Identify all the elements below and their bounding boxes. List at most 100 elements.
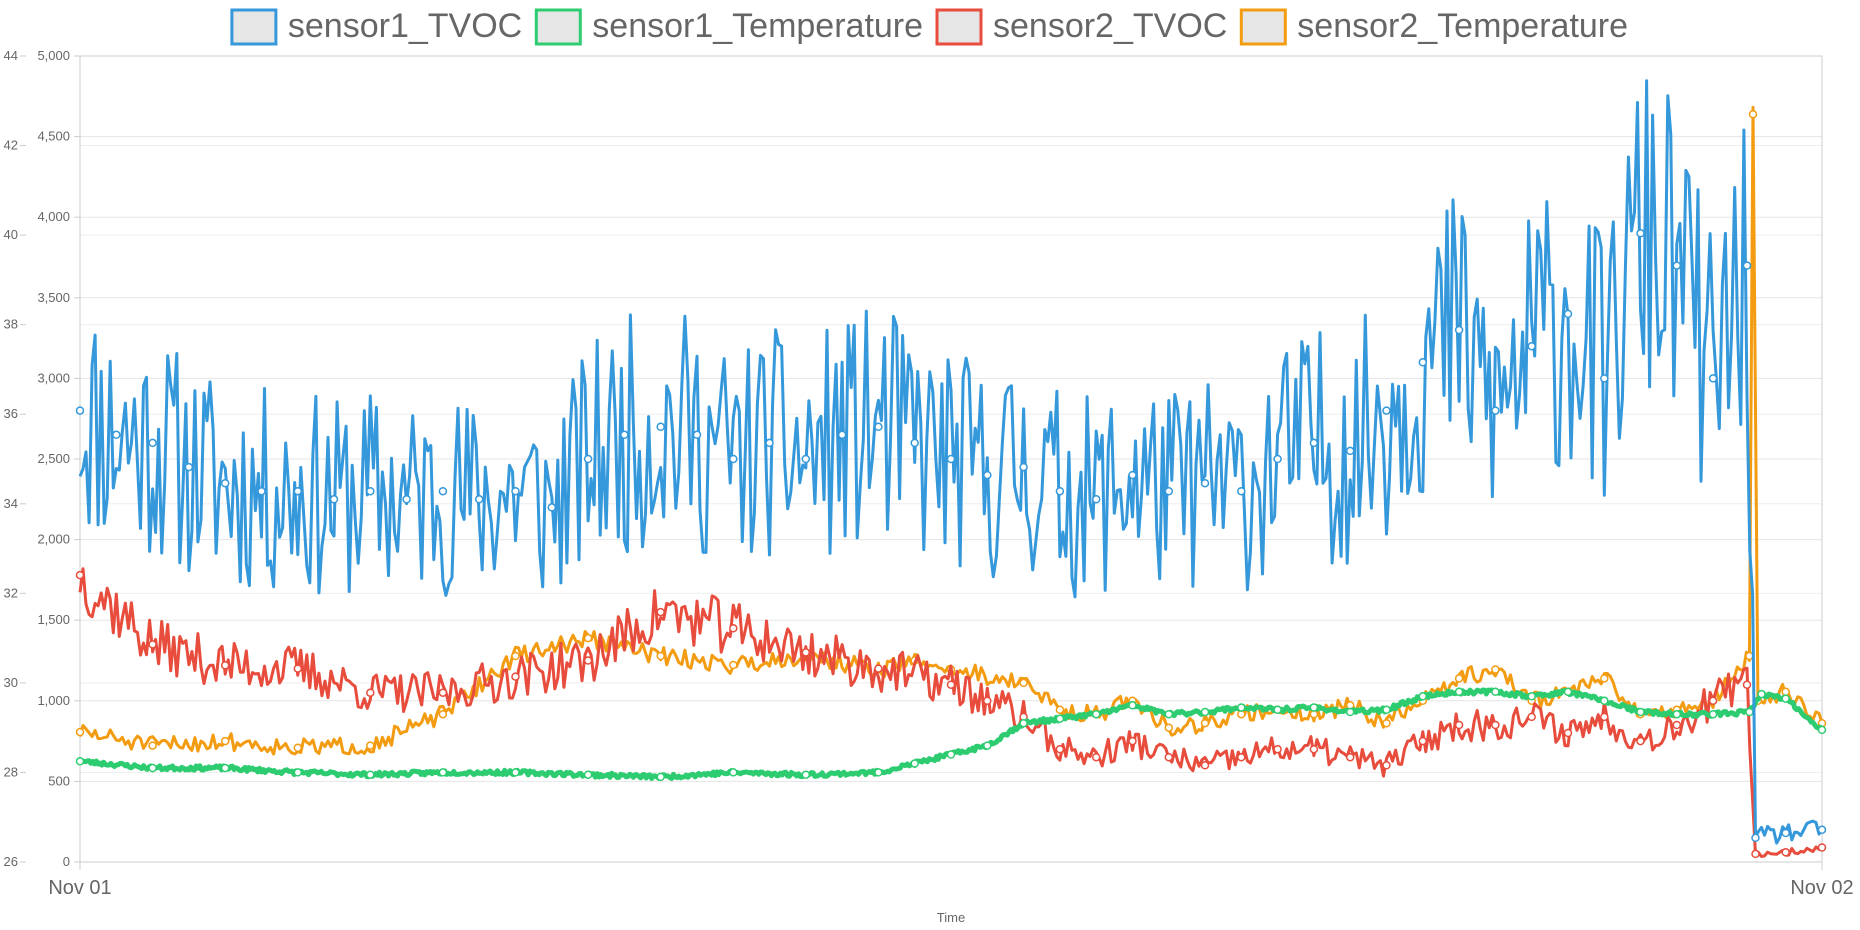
data-point: [75, 406, 85, 415]
y2-tick-label: 28: [4, 764, 18, 779]
data-point: [1345, 446, 1355, 456]
data-point: [656, 422, 665, 432]
data-point: [1237, 486, 1246, 496]
data-point: [257, 486, 266, 496]
data-point: [511, 486, 520, 496]
data-point: [148, 640, 157, 649]
data-point: [1128, 736, 1137, 746]
data-point: [1309, 744, 1319, 754]
x-tick-label: Nov 01: [48, 877, 111, 899]
data-point: [1636, 229, 1645, 238]
plot-area: [75, 79, 1827, 859]
data-point: [1781, 828, 1790, 838]
legend-item-sensor2_Temperature[interactable]: sensor2_Temperature: [1239, 7, 1628, 46]
y-tick-label: 3,500: [37, 290, 70, 305]
data-point: [329, 495, 339, 504]
data-point: [148, 741, 157, 750]
data-point: [910, 438, 919, 448]
data-point: [1164, 752, 1174, 762]
legend-swatch: [935, 8, 983, 46]
data-point: [220, 478, 230, 488]
data-point: [511, 651, 520, 661]
series-sensor1_Temperature: [75, 687, 1827, 782]
data-point: [656, 607, 665, 617]
data-point: [1817, 843, 1827, 852]
data-point: [1454, 674, 1464, 683]
series-line-sensor1_TVOC: [78, 79, 1824, 845]
data-point: [1491, 665, 1500, 674]
legend-item-sensor1_TVOC[interactable]: sensor1_TVOC: [230, 7, 522, 46]
data-point: [148, 438, 157, 448]
data-point: [1091, 752, 1101, 762]
data-point: [729, 624, 738, 633]
data-point: [583, 656, 593, 665]
data-point: [1708, 374, 1718, 383]
y2-tick-label: 38: [4, 317, 18, 332]
data-point: [1748, 109, 1758, 119]
legend-swatch: [230, 8, 278, 46]
data-point: [402, 495, 411, 504]
data-point: [184, 462, 194, 472]
legend: sensor1_TVOC sensor1_Temperature sensor2_T…: [230, 7, 1628, 46]
y-tick-label: 1,500: [37, 612, 70, 627]
data-point: [620, 430, 629, 440]
data-point: [983, 741, 992, 750]
data-point: [1600, 374, 1609, 383]
data-point: [1636, 736, 1645, 746]
data-point: [946, 454, 956, 464]
data-point: [1200, 707, 1210, 717]
data-point: [1757, 689, 1766, 699]
data-point: [1708, 696, 1718, 706]
data-point: [983, 470, 992, 480]
data-point: [438, 688, 448, 697]
data-point: [293, 768, 303, 777]
data-point: [1527, 712, 1536, 722]
data-point: [1491, 720, 1500, 730]
data-point: [1382, 406, 1391, 415]
legend-label: sensor2_TVOC: [993, 7, 1227, 45]
data-point: [1128, 470, 1137, 480]
series-sensor2_TVOC: [75, 567, 1827, 859]
legend-swatch: [1239, 8, 1287, 46]
data-point: [438, 768, 448, 777]
data-point: [438, 709, 448, 719]
data-point: [1019, 718, 1028, 728]
data-point: [1382, 718, 1391, 728]
data-point: [983, 696, 992, 706]
data-point: [1600, 696, 1609, 706]
y2-tick-label: 42: [4, 138, 18, 153]
data-point: [1382, 761, 1391, 770]
data-point: [1055, 486, 1065, 496]
y2-tick-label: 34: [4, 496, 18, 511]
data-point: [765, 438, 774, 448]
data-point: [1491, 406, 1500, 415]
data-point: [583, 770, 593, 779]
legend-item-sensor1_Temperature[interactable]: sensor1_Temperature: [534, 7, 923, 46]
data-point: [1309, 438, 1319, 448]
legend-item-sensor2_TVOC[interactable]: sensor2_TVOC: [935, 7, 1227, 46]
series-sensor1_TVOC: [75, 79, 1827, 845]
data-point: [729, 660, 738, 670]
data-point: [293, 743, 303, 753]
y2-tick-label: 36: [4, 406, 18, 421]
data-point: [1055, 714, 1065, 723]
data-point: [1745, 707, 1754, 717]
data-point: [801, 770, 811, 779]
y-tick-label: 5,000: [37, 48, 70, 63]
data-point: [1817, 825, 1827, 835]
x-axis-title: Time: [937, 910, 965, 925]
data-point: [474, 495, 484, 504]
data-point: [1237, 703, 1246, 712]
data-point: [511, 672, 520, 681]
data-point: [1563, 687, 1573, 697]
data-point: [1672, 261, 1682, 270]
y2-tick-label: 26: [4, 854, 18, 869]
data-point: [75, 570, 85, 580]
x-tick-label: Nov 02: [1790, 877, 1853, 899]
data-point: [1237, 752, 1246, 762]
data-point: [511, 768, 520, 777]
data-point: [910, 759, 919, 768]
data-point: [366, 770, 375, 779]
data-point: [293, 486, 303, 496]
